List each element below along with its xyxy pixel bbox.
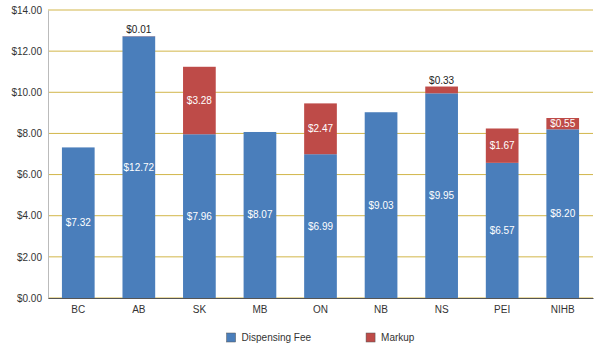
grid [48,10,593,298]
x-tick-label: NB [374,304,388,315]
y-tick: $0.00 [17,293,48,304]
legend-swatch [227,333,236,342]
data-label: $9.03 [369,200,394,211]
x-tick-label: AB [132,304,146,315]
data-label: $1.67 [490,140,515,151]
y-axis-line [48,11,49,299]
y-tick: $6.00 [17,169,48,180]
grid-line [48,10,593,11]
bar-segment [244,132,277,298]
data-labels: $7.32 $12.72 $7.96 $8.07 $6.99 $9.03 $9.95 $6.5… [66,24,576,236]
bar-segment [122,36,155,298]
chart-container: $0.00 $2.00 $4.00 $6.00 $8.00 $10.00 $12.00 $14… [0,0,599,349]
x-tick-label: ON [313,304,328,315]
data-label: $7.96 [187,211,212,222]
y-tick-label: $4.00 [17,210,42,221]
x-tick: BC [71,298,85,315]
y-tick-label: $6.00 [17,169,42,180]
x-tick-label: NIHB [551,304,575,315]
chart-svg: $0.00 $2.00 $4.00 $6.00 $8.00 $10.00 $12.00 $14… [0,0,599,349]
x-tick: PEI [494,298,510,315]
legend-item: Markup [366,332,415,343]
x-axis-line [49,298,594,299]
x-tick: ON [313,298,328,315]
x-tick-label: MB [252,304,267,315]
x-tick-label: PEI [494,304,510,315]
data-label: $2.47 [308,123,333,134]
bar-segment [546,129,579,298]
bar-segment [486,163,519,298]
data-label: $8.20 [550,208,575,219]
y-tick-label: $10.00 [11,87,42,98]
y-tick: $8.00 [17,128,48,139]
bar-segment [425,87,458,94]
legend-label: Dispensing Fee [242,332,312,343]
plot: $0.00 $2.00 $4.00 $6.00 $8.00 $10.00 $12.00 $14… [11,5,593,315]
legend-item: Dispensing Fee [227,332,312,343]
bar-segment [365,112,398,298]
bar-segment [62,147,95,298]
data-label: $7.32 [66,217,91,228]
x-tick: NIHB [551,298,575,315]
x-tick: AB [132,298,146,315]
x-tick-label: SK [193,304,207,315]
y-tick-label: $0.00 [17,293,42,304]
legend-swatch [366,333,375,342]
data-label: $0.33 [429,75,454,86]
data-label: $12.72 [124,162,155,173]
bar-segment [304,154,337,298]
bar-segment [304,103,337,154]
data-label: $0.01 [126,24,151,35]
data-label: $9.95 [429,190,454,201]
bars [62,36,579,298]
x-tick-label: BC [71,304,85,315]
y-tick-label: $2.00 [17,252,42,263]
data-label: $6.57 [490,225,515,236]
y-tick-label: $14.00 [11,5,42,16]
y-tick-label: $8.00 [17,128,42,139]
bar-segment [486,128,519,162]
data-label: $8.07 [247,209,272,220]
bar-segment [122,36,155,37]
y-tick: $10.00 [11,87,48,98]
x-tick: NS [435,298,449,315]
bar-segment [546,118,579,129]
bar-segment [425,93,458,298]
y-tick: $14.00 [11,5,48,16]
data-label: $6.99 [308,221,333,232]
x-tick: MB [252,298,267,315]
bar-segment [183,67,216,134]
y-axis: $0.00 $2.00 $4.00 $6.00 $8.00 $10.00 $12.00 $14… [11,5,48,304]
x-tick-label: NS [435,304,449,315]
data-label: $3.28 [187,95,212,106]
y-tick: $2.00 [17,252,48,263]
y-tick-label: $12.00 [11,46,42,57]
data-label: $0.55 [550,118,575,129]
x-tick: SK [193,298,207,315]
bar-segment [183,134,216,298]
y-tick: $12.00 [11,46,48,57]
y-tick: $4.00 [17,210,48,221]
legend-label: Markup [381,332,415,343]
x-tick: NB [374,298,388,315]
legend: Dispensing Fee Markup [227,332,415,343]
x-axis: BC AB SK MB ON NB NS PEI NIHB [49,298,594,315]
